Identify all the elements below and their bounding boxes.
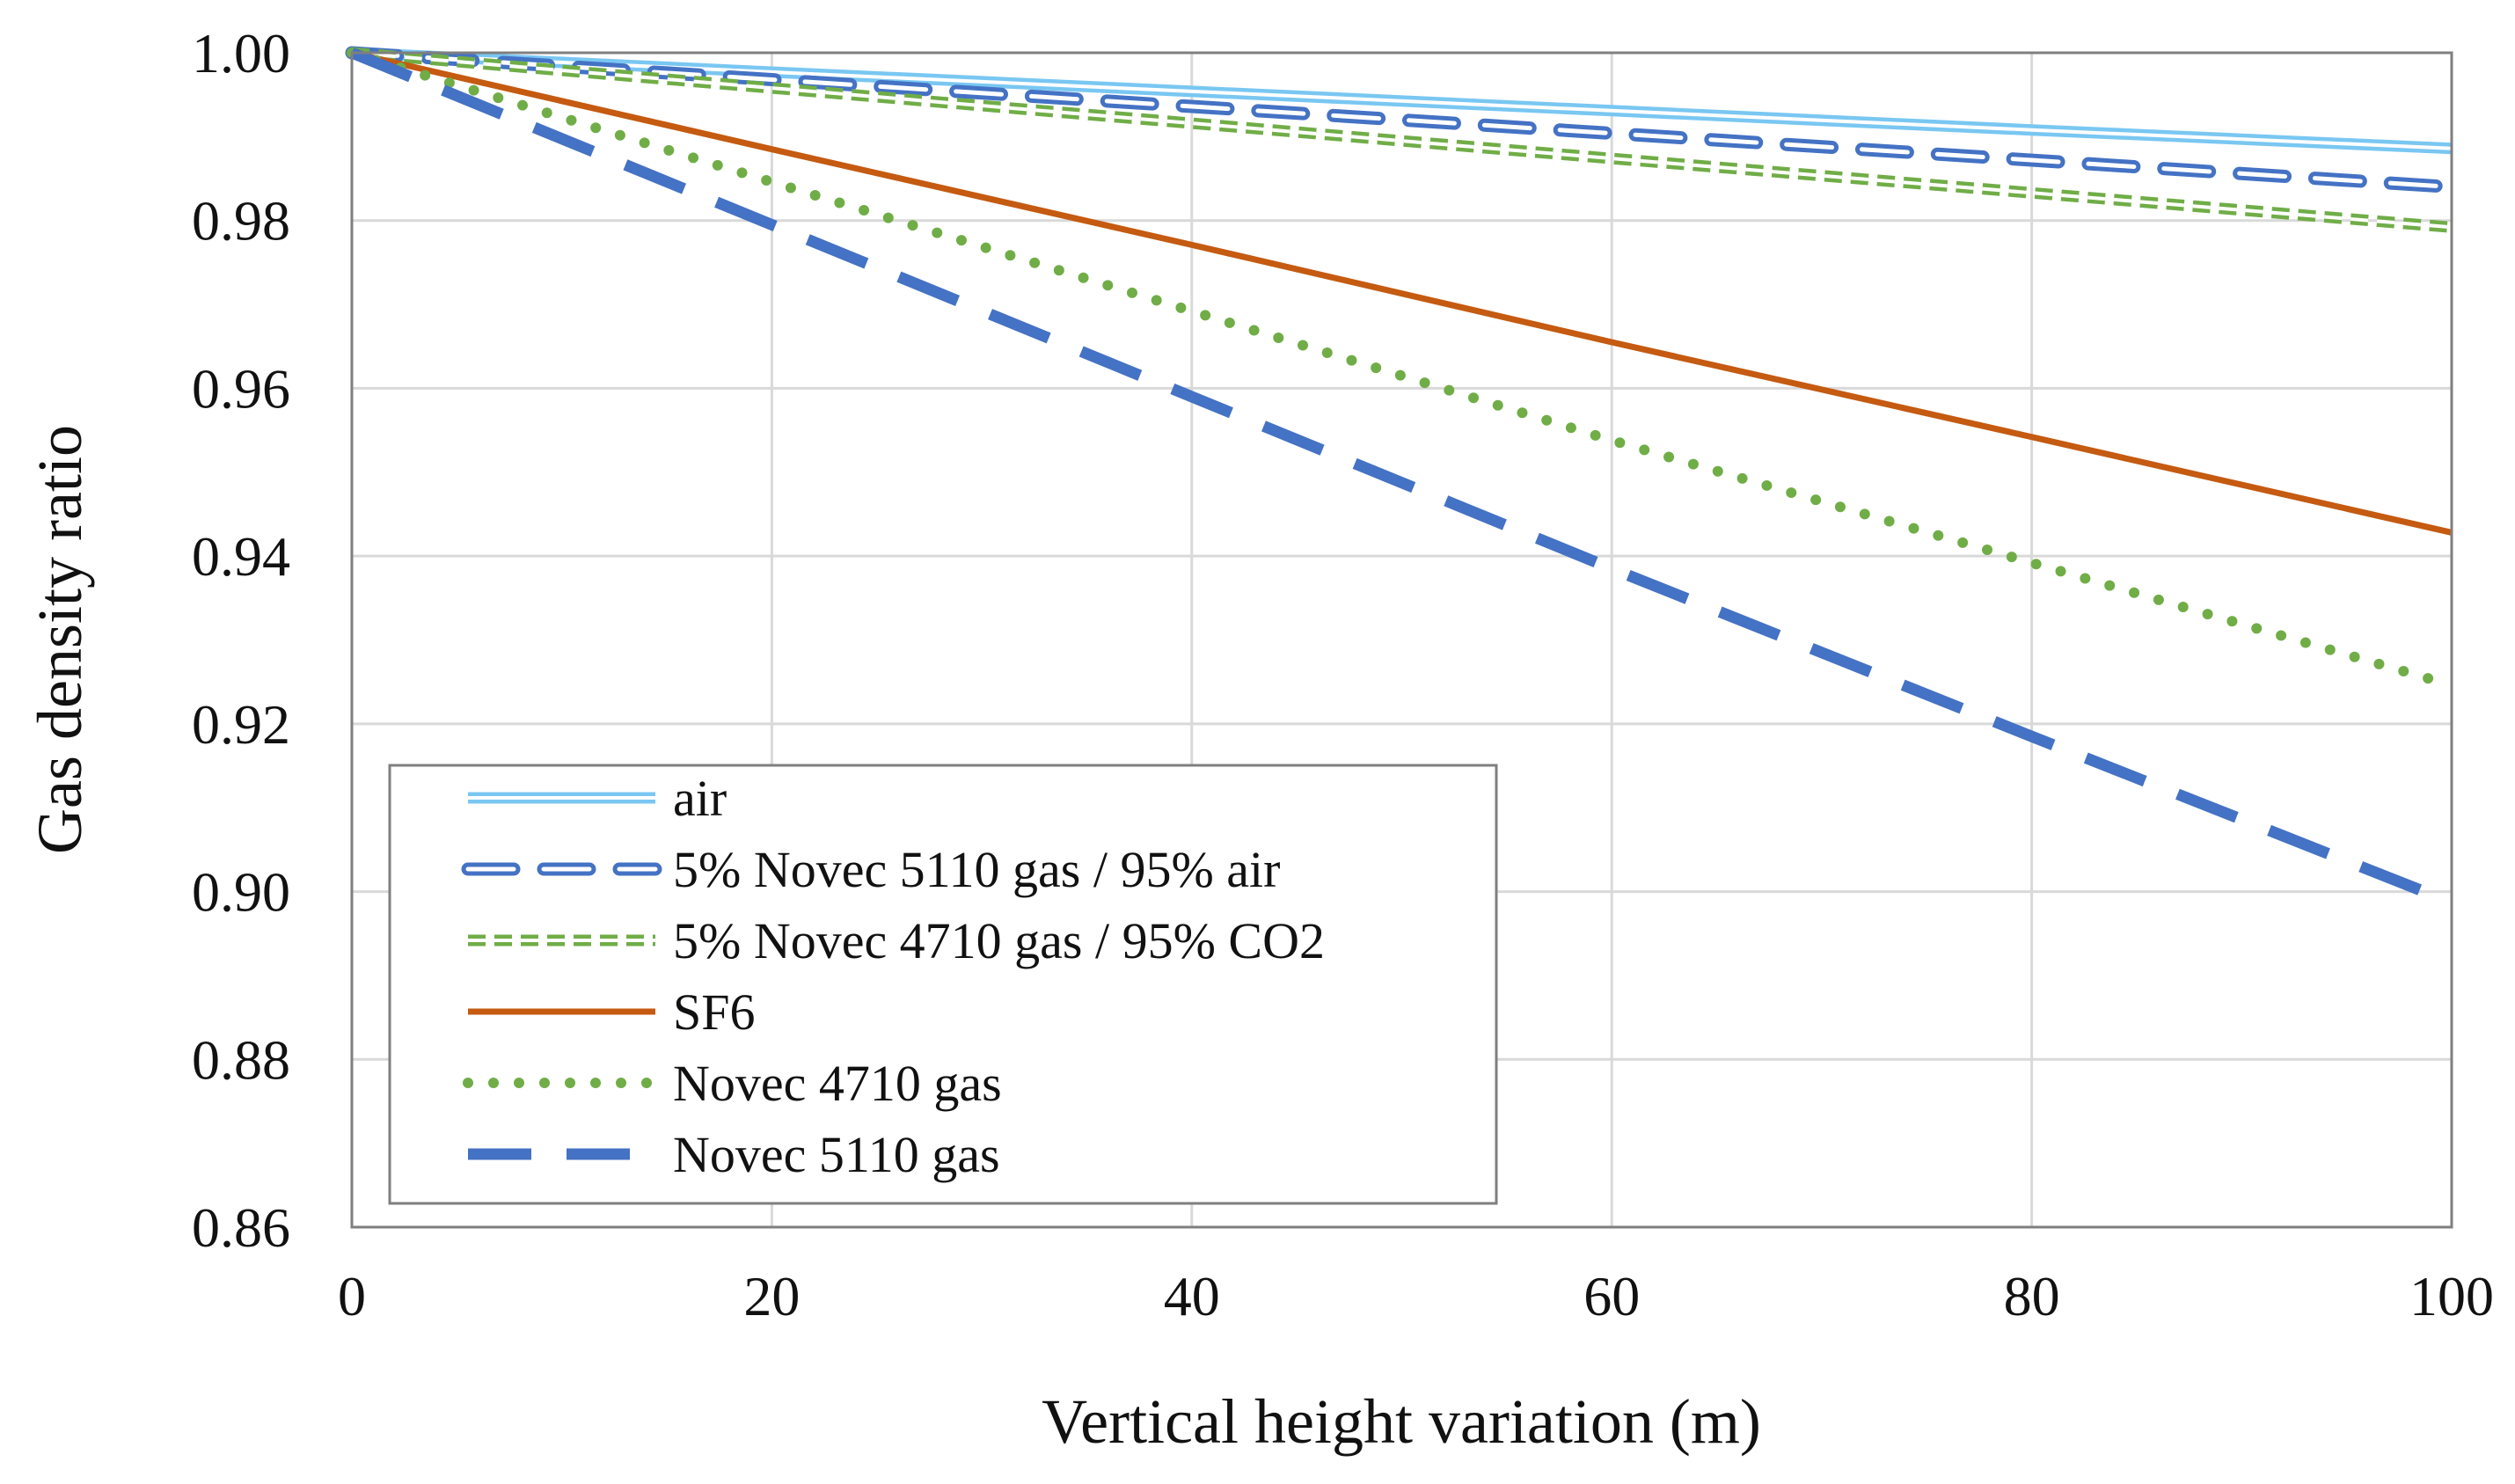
legend-label: 5% Novec 4710 gas / 95% CO2: [673, 912, 1325, 969]
legend-label: air: [673, 770, 727, 827]
y-tick-label: 0.90: [192, 861, 290, 924]
legend-label: SF6: [673, 983, 756, 1041]
series-line-path: [349, 47, 2454, 909]
x-axis-title: Vertical height variation (m): [1042, 1386, 1761, 1457]
legend: air 5% Novec 5110 gas / 95% air 5% Novec 4…: [388, 764, 1498, 1205]
legend-item: Novec 5110 gas: [468, 1126, 1000, 1183]
y-tick-label: 0.96: [192, 357, 290, 420]
series-line-path-inner: [351, 51, 2453, 230]
tick-labels: 0 20 40 60 80 100 0.86 0.88 0.90 0.92 0.94 0.96 0.98…: [192, 22, 2494, 1327]
x-tick-label: 40: [1164, 1265, 1220, 1327]
series-line: [349, 47, 2454, 909]
series-line: [345, 46, 2459, 194]
legend-item: Novec 4710 gas: [463, 1055, 1002, 1112]
y-tick-label: 0.88: [192, 1028, 290, 1091]
legend-item: 5% Novec 5110 gas / 95% air: [461, 841, 1280, 898]
x-tick-label: 20: [743, 1265, 800, 1327]
y-tick-label: 0.94: [192, 525, 290, 588]
y-axis-title: Gas density ratio: [25, 425, 95, 854]
legend-item: 5% Novec 4710 gas / 95% CO2: [468, 912, 1325, 969]
y-tick-label: 0.98: [192, 190, 290, 252]
legend-label: Novec 5110 gas: [673, 1126, 1000, 1183]
series-line: [351, 47, 2453, 155]
legend-item: SF6: [468, 983, 756, 1041]
legend-box: [388, 764, 1498, 1205]
legend-label: 5% Novec 5110 gas / 95% air: [673, 841, 1280, 898]
series-line: [351, 47, 2453, 233]
y-tick-label: 1.00: [192, 22, 290, 84]
x-tick-label: 100: [2409, 1265, 2494, 1327]
series-line-path-inner: [349, 50, 2454, 190]
series-line-path: [347, 48, 2457, 691]
legend-label: Novec 4710 gas: [673, 1055, 1002, 1112]
series-line: [347, 48, 2457, 691]
series-line: [351, 49, 2453, 536]
x-tick-label: 0: [338, 1265, 366, 1327]
legend-item: air: [468, 770, 727, 827]
y-tick-label: 0.92: [192, 693, 290, 756]
x-tick-label: 80: [2004, 1265, 2060, 1327]
y-tick-label: 0.86: [192, 1196, 290, 1259]
series-lines: [345, 46, 2459, 909]
plot-frame: [350, 51, 2453, 1229]
x-tick-label: 60: [1583, 1265, 1640, 1327]
series-line-path: [351, 49, 2453, 536]
